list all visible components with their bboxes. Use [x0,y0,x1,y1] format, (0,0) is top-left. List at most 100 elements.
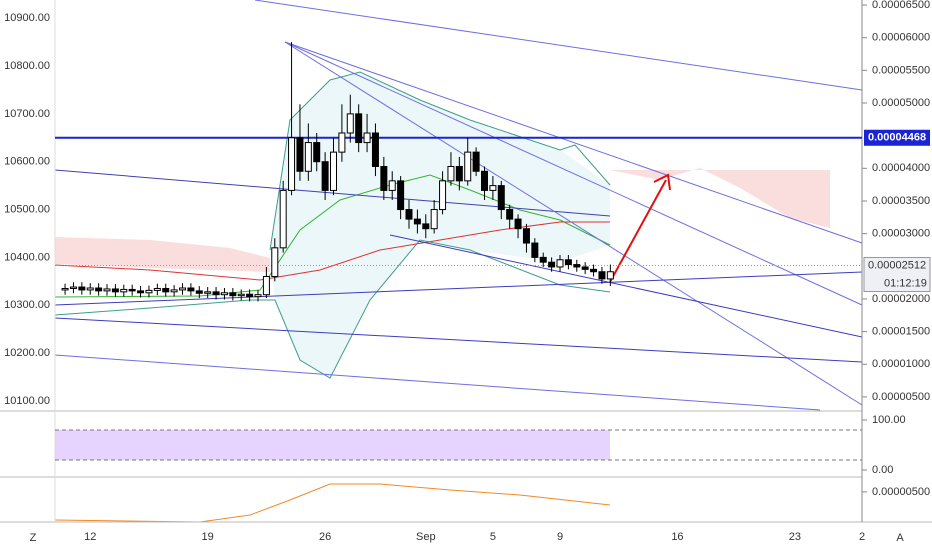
candle-body [271,247,279,278]
candle-body [464,151,472,182]
candle-body [506,209,514,220]
candle-body [590,268,598,273]
candle-body [279,189,287,249]
candle-body [254,294,262,298]
y2-tick-label: 0.00001500 [872,326,930,338]
y-tick-label: 0.00 [872,464,893,476]
trend-line [54,354,821,411]
candle-body [78,286,86,291]
x-tick-label: 19 [202,531,214,543]
x-tick-label: 9 [557,531,563,543]
bollinger-fill [270,72,610,378]
y2-tick-label: 0.00000500 [872,391,930,403]
candle-body [481,170,489,191]
candle-body [145,289,153,294]
x-tick-label: Sep [416,531,436,543]
candle-body [413,218,421,225]
candle-body [388,180,396,191]
x-tick-label: 2 [859,531,865,543]
candle-body [246,293,254,298]
last-price-label: 0.00002512 [868,259,926,271]
y-tick-label: 10500.00 [4,203,50,215]
y2-tick-label: 0.00003500 [872,195,930,207]
arrow-head [653,173,671,191]
candle-body [573,264,581,268]
band-fill [55,430,610,460]
y-tick-label: 10100.00 [4,395,50,407]
trend-line [284,41,863,306]
trend-line [254,0,863,91]
bollinger-upper [269,71,611,251]
candle-body [598,271,606,280]
countdown: 01:12:19 [884,277,927,289]
candle-body [304,142,312,172]
candle-body [422,223,430,230]
candle-body [472,151,480,172]
trend-line [284,41,863,406]
candle-body [497,185,505,211]
bollinger-lower [54,239,611,379]
candle-body [137,290,145,294]
y2-tick-label: 0.00004000 [872,162,930,174]
candle-body [489,185,497,191]
candle-body [522,228,530,244]
candle-body [111,288,119,293]
toolbar-button[interactable]: A [896,532,904,544]
candle-body [212,291,220,296]
candle-body [405,209,413,220]
candle-body [120,288,128,293]
trend-line [54,317,863,363]
y-tick-label: 10400.00 [4,251,50,263]
last-price-box [863,257,931,293]
candle-body [321,161,329,191]
candle-body [371,132,379,167]
y2-tick-label: 0.00006500 [872,0,930,11]
candle-body [204,291,212,294]
candle-body [288,137,296,191]
candle-body [564,259,572,266]
y-tick-label: 10300.00 [4,299,50,311]
cloud [55,237,270,272]
y2-tick-label: 0.00002000 [872,293,930,305]
candle-body [346,113,354,134]
candle-body [86,287,94,291]
candle-body [330,151,338,191]
candle-body [153,287,161,291]
candle-body [514,218,522,230]
y2-tick-label: 0.00006000 [872,32,930,44]
candle-body [397,180,405,211]
candle-body [539,256,547,263]
candle-body [355,113,363,144]
candle-body [187,287,195,292]
drawings [54,0,863,523]
toolbar-button[interactable]: Z [30,532,37,544]
x-tick-label: 5 [490,531,496,543]
moving-average [54,221,610,281]
candle-body [162,287,170,293]
candle-body [548,261,556,268]
candle-body [556,259,564,268]
y2-tick-label: 0.00003000 [872,228,930,240]
y-tick-label: 0.00000500 [872,486,930,498]
trend-line [54,271,863,306]
arrow [609,179,667,283]
candle-body [531,242,539,258]
y-tick-label: 10600.00 [4,156,50,168]
candle-body [447,165,455,182]
candle-body [128,288,136,292]
price-label: 0.00004468 [868,132,926,144]
x-tick-label: 26 [319,531,331,543]
y-tick-label: 10700.00 [4,108,50,120]
y-tick-label: 100.00 [872,414,906,426]
candle-body [61,287,69,291]
candle-body [95,287,103,292]
y2-tick-label: 0.00001000 [872,358,930,370]
candle-body [262,276,270,296]
y-tick-label: 10800.00 [4,60,50,72]
candle-body [179,287,187,291]
candle-body [430,209,438,230]
x-tick-label: 16 [671,531,683,543]
cloud [505,168,830,228]
